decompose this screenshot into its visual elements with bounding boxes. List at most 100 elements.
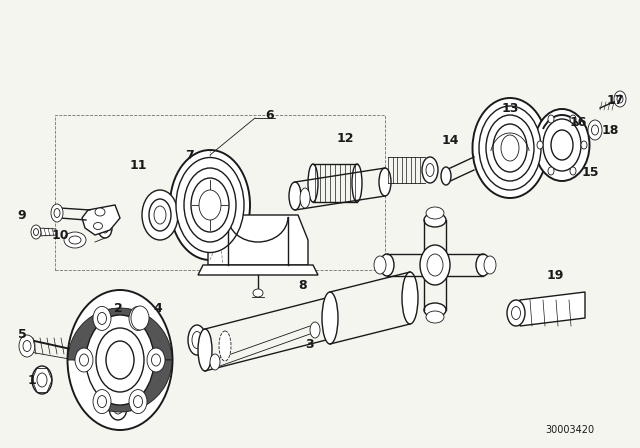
Text: 17: 17 bbox=[606, 94, 624, 107]
Ellipse shape bbox=[96, 328, 144, 392]
Ellipse shape bbox=[501, 135, 519, 161]
Ellipse shape bbox=[176, 158, 244, 253]
Text: 9: 9 bbox=[18, 208, 26, 221]
Ellipse shape bbox=[322, 292, 338, 344]
Ellipse shape bbox=[308, 164, 318, 202]
Ellipse shape bbox=[69, 236, 81, 244]
Ellipse shape bbox=[191, 178, 229, 232]
Text: 3: 3 bbox=[306, 337, 314, 350]
Polygon shape bbox=[82, 205, 120, 235]
Ellipse shape bbox=[109, 396, 127, 420]
Ellipse shape bbox=[484, 256, 496, 274]
Text: 1: 1 bbox=[28, 374, 36, 387]
Text: 30003420: 30003420 bbox=[545, 425, 595, 435]
Ellipse shape bbox=[129, 390, 147, 414]
Ellipse shape bbox=[154, 206, 166, 224]
Text: 15: 15 bbox=[581, 165, 599, 178]
Ellipse shape bbox=[54, 208, 60, 217]
Ellipse shape bbox=[113, 402, 122, 414]
Ellipse shape bbox=[134, 312, 143, 324]
Ellipse shape bbox=[402, 272, 418, 324]
Ellipse shape bbox=[93, 223, 102, 229]
Ellipse shape bbox=[93, 390, 111, 414]
Ellipse shape bbox=[184, 168, 236, 242]
Ellipse shape bbox=[37, 373, 47, 387]
Ellipse shape bbox=[591, 125, 598, 135]
Ellipse shape bbox=[67, 290, 173, 430]
Polygon shape bbox=[198, 265, 318, 275]
Ellipse shape bbox=[33, 228, 38, 236]
Ellipse shape bbox=[424, 303, 446, 317]
Ellipse shape bbox=[310, 322, 320, 338]
Ellipse shape bbox=[98, 218, 112, 238]
Ellipse shape bbox=[441, 167, 451, 185]
Text: 7: 7 bbox=[186, 148, 195, 161]
Ellipse shape bbox=[374, 256, 386, 274]
Ellipse shape bbox=[188, 325, 206, 355]
Ellipse shape bbox=[198, 329, 212, 371]
Text: 5: 5 bbox=[18, 327, 26, 340]
Ellipse shape bbox=[149, 199, 171, 231]
Ellipse shape bbox=[102, 223, 109, 233]
Ellipse shape bbox=[152, 354, 161, 366]
Ellipse shape bbox=[79, 354, 88, 366]
Text: 18: 18 bbox=[602, 124, 619, 137]
Ellipse shape bbox=[427, 254, 443, 276]
Ellipse shape bbox=[507, 300, 525, 326]
Ellipse shape bbox=[426, 207, 444, 219]
Ellipse shape bbox=[476, 254, 490, 276]
Ellipse shape bbox=[479, 106, 541, 190]
Ellipse shape bbox=[493, 124, 527, 172]
Ellipse shape bbox=[570, 115, 576, 123]
Ellipse shape bbox=[379, 168, 391, 196]
Text: 11: 11 bbox=[129, 159, 147, 172]
Ellipse shape bbox=[64, 232, 86, 248]
Ellipse shape bbox=[300, 188, 310, 208]
Text: 10: 10 bbox=[51, 228, 68, 241]
Ellipse shape bbox=[192, 332, 202, 349]
Ellipse shape bbox=[142, 190, 178, 240]
Ellipse shape bbox=[134, 396, 143, 408]
Ellipse shape bbox=[614, 91, 626, 107]
Ellipse shape bbox=[534, 109, 589, 181]
Ellipse shape bbox=[472, 98, 547, 198]
Ellipse shape bbox=[548, 115, 554, 123]
Ellipse shape bbox=[19, 335, 35, 357]
Ellipse shape bbox=[511, 306, 520, 319]
Ellipse shape bbox=[548, 167, 554, 175]
Ellipse shape bbox=[420, 245, 450, 285]
Ellipse shape bbox=[570, 167, 576, 175]
Ellipse shape bbox=[380, 254, 394, 276]
Ellipse shape bbox=[170, 150, 250, 260]
Ellipse shape bbox=[426, 311, 444, 323]
Ellipse shape bbox=[93, 306, 111, 331]
Ellipse shape bbox=[543, 119, 581, 171]
Ellipse shape bbox=[352, 164, 362, 202]
Ellipse shape bbox=[426, 164, 434, 177]
Wedge shape bbox=[94, 360, 172, 412]
Ellipse shape bbox=[551, 130, 573, 160]
Ellipse shape bbox=[147, 348, 165, 372]
Ellipse shape bbox=[323, 297, 337, 339]
Ellipse shape bbox=[51, 204, 63, 222]
Text: 2: 2 bbox=[114, 302, 122, 314]
Text: 14: 14 bbox=[441, 134, 459, 146]
Text: 4: 4 bbox=[154, 302, 163, 314]
Ellipse shape bbox=[23, 340, 31, 352]
Ellipse shape bbox=[424, 213, 446, 227]
Ellipse shape bbox=[588, 120, 602, 140]
Text: 6: 6 bbox=[266, 108, 275, 121]
Text: 13: 13 bbox=[501, 102, 518, 115]
Text: 19: 19 bbox=[547, 268, 564, 281]
Text: 8: 8 bbox=[299, 279, 307, 292]
Ellipse shape bbox=[581, 141, 587, 149]
Polygon shape bbox=[208, 215, 308, 265]
Ellipse shape bbox=[219, 331, 231, 361]
Ellipse shape bbox=[32, 366, 52, 394]
Ellipse shape bbox=[422, 157, 438, 183]
Ellipse shape bbox=[75, 348, 93, 372]
Polygon shape bbox=[520, 292, 585, 326]
Ellipse shape bbox=[31, 225, 41, 239]
Ellipse shape bbox=[129, 306, 147, 331]
Text: 12: 12 bbox=[336, 132, 354, 145]
